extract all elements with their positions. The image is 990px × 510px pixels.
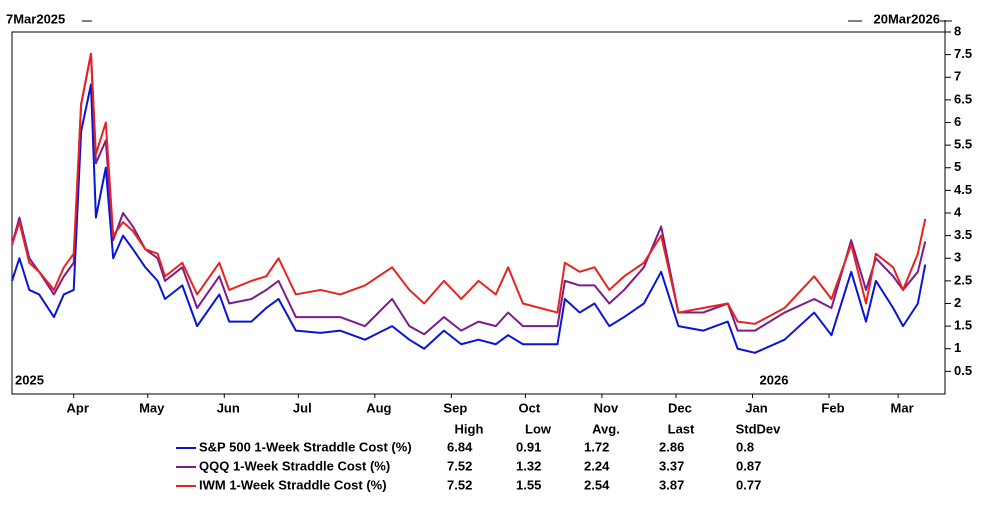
y-tick-label: 1 [954, 340, 961, 355]
stats-header: Avg. [592, 421, 620, 436]
stats-value: 0.77 [736, 477, 761, 492]
stats-value: 1.72 [584, 439, 609, 454]
series-line [11, 52, 927, 325]
y-tick-label: 7 [954, 69, 961, 84]
x-tick-label: Mar [891, 400, 914, 415]
y-tick-label: 5.5 [954, 137, 972, 152]
stats-value: 7.52 [447, 477, 472, 492]
legend-label: IWM 1-Week Straddle Cost (%) [199, 477, 387, 492]
stats-value: 2.24 [584, 458, 610, 473]
y-tick-label: 6.5 [954, 91, 972, 106]
stats-value: 1.55 [516, 477, 541, 492]
y-tick-label: 7.5 [954, 46, 972, 61]
y-tick-label: 6 [954, 114, 961, 129]
start-date-label: 7Mar2025 [6, 11, 65, 26]
y-tick-label: 3 [954, 250, 961, 265]
y-tick-label: 2.5 [954, 272, 972, 287]
y-tick-label: 0.5 [954, 363, 972, 378]
stats-value: 1.32 [516, 458, 541, 473]
y-tick-label: 4 [954, 204, 962, 219]
stats-value: 3.87 [659, 477, 684, 492]
year-label: 2025 [15, 372, 44, 387]
stats-header: Last [668, 421, 695, 436]
stats-value: 0.8 [736, 439, 754, 454]
x-tick-label: Oct [519, 400, 541, 415]
stats-value: 0.91 [516, 439, 541, 454]
x-tick-label: May [139, 400, 165, 415]
x-tick-label: Jul [293, 400, 312, 415]
stats-header: High [455, 421, 484, 436]
stats-header: Low [525, 421, 552, 436]
x-tick-label: Apr [67, 400, 89, 415]
legend-label: QQQ 1-Week Straddle Cost (%) [199, 458, 390, 473]
x-tick-label: Dec [668, 400, 692, 415]
x-tick-label: Feb [821, 400, 844, 415]
y-tick-label: 3.5 [954, 227, 972, 242]
series-line [11, 83, 927, 354]
series-line [11, 52, 927, 336]
y-tick-label: 4.5 [954, 182, 972, 197]
legend-label: S&P 500 1-Week Straddle Cost (%) [199, 439, 412, 454]
stats-value: 2.54 [584, 477, 610, 492]
y-tick-label: 2 [954, 295, 961, 310]
y-tick-label: 5 [954, 159, 961, 174]
stats-value: 6.84 [447, 439, 473, 454]
y-tick-label: 1.5 [954, 318, 972, 333]
x-tick-label: Jun [217, 400, 240, 415]
y-tick-label: 8 [954, 23, 961, 38]
stats-header: StdDev [736, 421, 782, 436]
stats-value: 3.37 [659, 458, 684, 473]
x-tick-label: Sep [443, 400, 467, 415]
end-date-label: 20Mar2026 [874, 11, 941, 26]
x-tick-label: Jan [745, 400, 767, 415]
stats-value: 7.52 [447, 458, 472, 473]
x-tick-label: Nov [594, 400, 619, 415]
stats-value: 0.87 [736, 458, 761, 473]
stats-value: 2.86 [659, 439, 684, 454]
year-label: 2026 [760, 372, 789, 387]
x-tick-label: Aug [366, 400, 391, 415]
